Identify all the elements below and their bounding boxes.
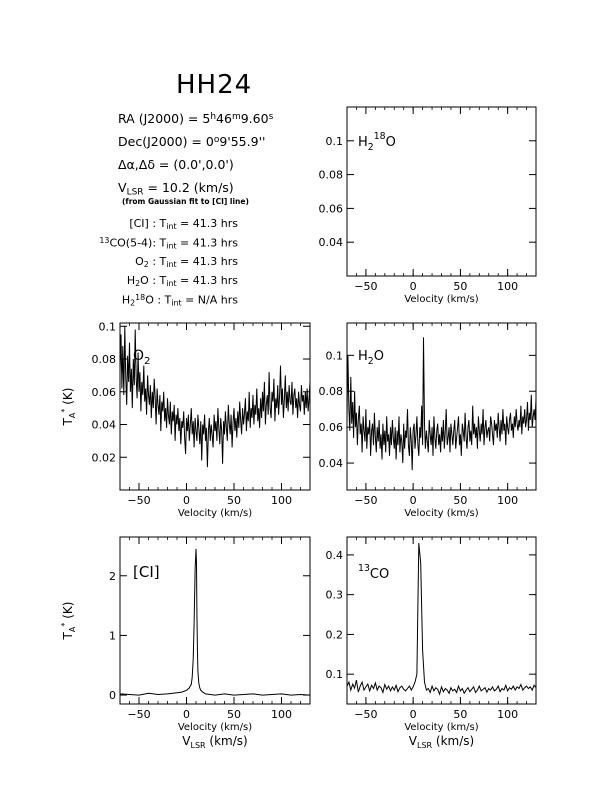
y-axis-label: TA* (K) — [60, 388, 77, 427]
vlsr-note: (from Gaussian fit to [CI] line) — [122, 197, 249, 206]
offset-line: Δα,Δδ = (0.0',0.0') — [118, 157, 234, 172]
spectrum-line — [346, 542, 537, 696]
x-tick-label: 50 — [453, 708, 467, 721]
plot-o2: −50 0 50 100 0.02 0.04 0.06 0.08 0.1 Velocity (km… — [60, 320, 311, 519]
y-tick-label: 0.1 — [326, 349, 344, 362]
y-tick-label: 0.02 — [92, 451, 117, 464]
y-tick-label: 0.06 — [319, 202, 344, 215]
integration-time-line: H2O : Tint = 41.3 hrs — [126, 274, 238, 288]
x-tick-label: 50 — [453, 494, 467, 507]
x-tick-label: −50 — [354, 280, 377, 293]
x-tick-label: 50 — [453, 280, 467, 293]
x-tick-label: 100 — [497, 280, 518, 293]
plot-ci: −50 0 50 100 0 1 2 Velocity (km/s)VLSR (km/s) TA… — [60, 536, 311, 750]
x-tick-label: 0 — [410, 494, 417, 507]
integration-time-line: [CI] : Tint = 41.3 hrs — [129, 217, 238, 231]
spectrum-line — [119, 326, 311, 468]
x-axis-label: Velocity (km/s) — [404, 294, 478, 305]
x-axis-label: Velocity (km/s) — [404, 722, 478, 733]
y-tick-label: 0.04 — [319, 236, 344, 249]
x-tick-label: −50 — [354, 708, 377, 721]
spectrum-line — [346, 337, 537, 471]
x-tick-label: 50 — [227, 708, 241, 721]
x-axis-label: Velocity (km/s) — [178, 508, 252, 519]
y-tick-label: 0.1 — [326, 135, 344, 148]
integration-time-line: O2 : Tint = 41.3 hrs — [135, 255, 238, 269]
y-tick-label: 0.4 — [326, 549, 344, 562]
x-axis-label: Velocity (km/s) — [178, 722, 252, 733]
x-tick-label: 100 — [271, 708, 292, 721]
y-tick-label: 0.06 — [92, 386, 117, 399]
integration-time-line: H218O : Tint = N/A hrs — [121, 293, 238, 308]
figure-title: HH24 — [176, 70, 253, 100]
y-tick-label: 1 — [109, 629, 116, 642]
x-tick-label: 0 — [410, 708, 417, 721]
x-tick-label: 0 — [183, 494, 190, 507]
integration-time-line: 13CO(5-4): Tint = 41.3 hrs — [99, 236, 238, 251]
spectral-line-label: 13CO — [358, 563, 389, 582]
x-tick-label: 50 — [227, 494, 241, 507]
y-tick-label: 0.08 — [319, 385, 344, 398]
y-tick-label: 0.1 — [326, 668, 344, 681]
spectrum-line — [119, 548, 311, 696]
y-tick-label: 0.3 — [326, 589, 344, 602]
x-tick-label: 0 — [410, 280, 417, 293]
y-tick-label: 0.06 — [319, 421, 344, 434]
spectral-line-label: H218O — [358, 131, 396, 153]
dec-line: Dec(J2000) = 0o9'55.9'' — [118, 134, 266, 149]
y-tick-label: 2 — [109, 570, 116, 583]
spectral-line-label: [CI] — [133, 563, 160, 581]
ra-line: RA (J2000) = 5h46m9.60s — [118, 111, 274, 126]
y-tick-label: 0.08 — [319, 169, 344, 182]
x-tick-label: 100 — [497, 494, 518, 507]
y-tick-label: 0.2 — [326, 628, 344, 641]
x-axis-label-vlsr: VLSR (km/s) — [182, 734, 247, 750]
plot-h218o: −50 0 50 100 0.04 0.06 0.08 0.1 Velocity (km/s) H… — [319, 106, 537, 305]
x-tick-label: −50 — [354, 494, 377, 507]
spectral-line-label: O2 — [133, 348, 150, 367]
x-tick-label: 100 — [497, 708, 518, 721]
x-axis-label: Velocity (km/s) — [404, 508, 478, 519]
y-tick-label: 0.1 — [99, 320, 117, 333]
y-tick-label: 0 — [109, 689, 116, 702]
vlsr-line: VLSR = 10.2 (km/s) — [118, 180, 234, 198]
x-axis-label-vlsr: VLSR (km/s) — [409, 734, 474, 750]
y-axis-label: TA* (K) — [60, 602, 77, 641]
y-tick-label: 0.04 — [319, 457, 344, 470]
plot-frame — [346, 536, 537, 705]
x-tick-label: 100 — [271, 494, 292, 507]
spectral-line-label: H2O — [358, 349, 384, 367]
x-tick-label: 0 — [183, 708, 190, 721]
y-tick-label: 0.04 — [92, 419, 117, 432]
plot-h2o: −50 0 50 100 0.04 0.06 0.08 0.1 Velocity (km/s) H… — [319, 322, 537, 519]
x-tick-label: −50 — [127, 494, 150, 507]
plot-13co: −50 0 50 100 0.1 0.2 0.3 0.4 Velocity (km/s)VLSR… — [326, 536, 537, 750]
y-tick-label: 0.08 — [92, 353, 117, 366]
x-tick-label: −50 — [127, 708, 150, 721]
plot-frame — [119, 322, 311, 491]
